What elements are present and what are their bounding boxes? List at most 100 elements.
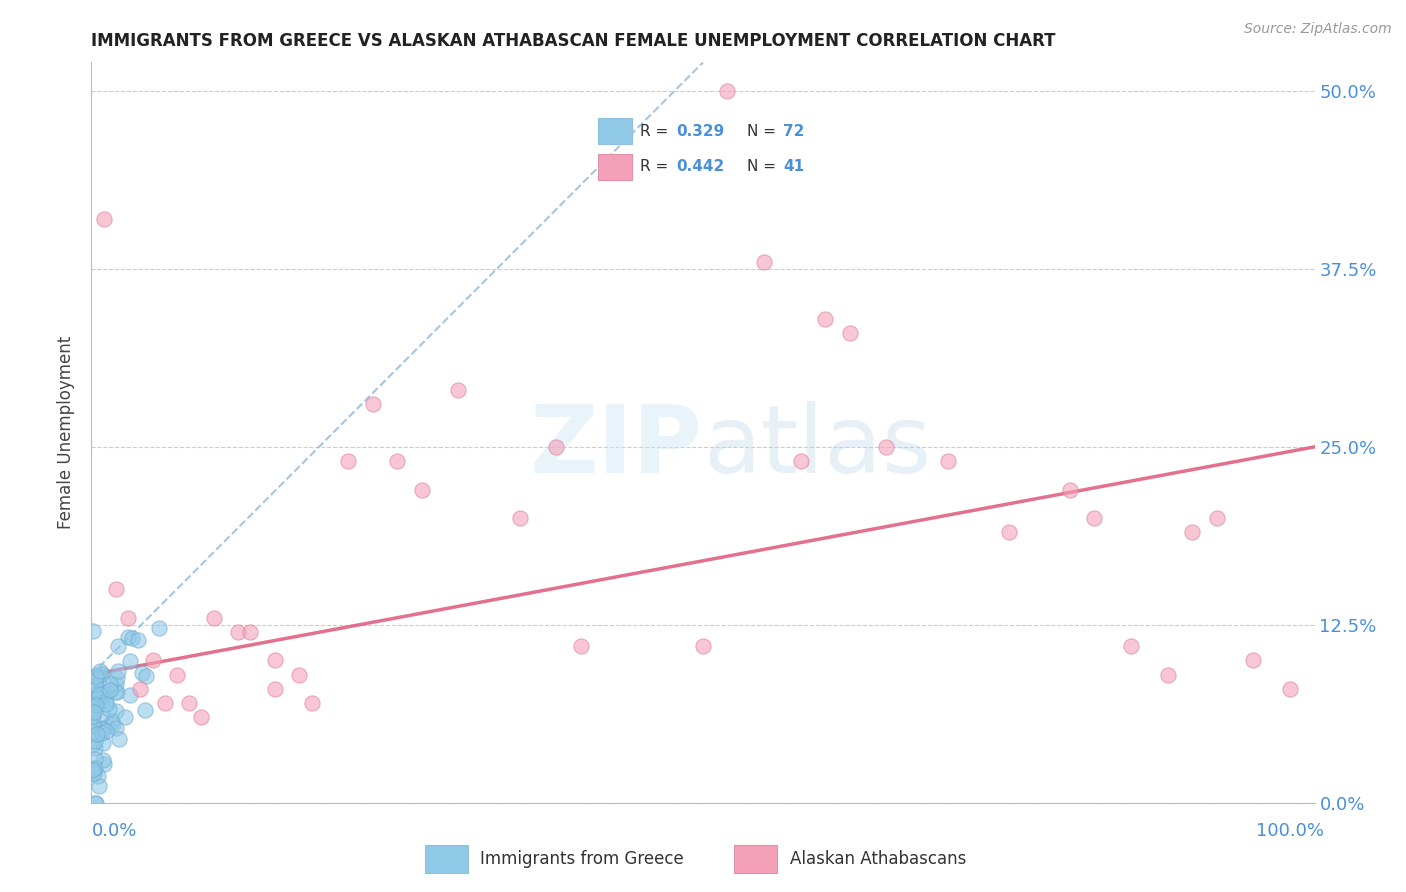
- Point: [86, 698, 108, 712]
- Text: atlas: atlas: [703, 401, 931, 493]
- Point: [82, 706, 104, 721]
- Point: [121, 631, 143, 645]
- Text: 100.0%: 100.0%: [1257, 822, 1324, 840]
- Point: [998, 525, 1021, 540]
- Point: [1083, 511, 1105, 525]
- Point: [91, 723, 114, 737]
- Point: [83, 706, 105, 720]
- Point: [83, 741, 105, 756]
- Point: [447, 383, 470, 397]
- Point: [301, 696, 323, 710]
- Point: [96, 685, 118, 699]
- Point: [82, 718, 104, 732]
- Point: [87, 690, 110, 705]
- Point: [82, 703, 104, 717]
- Point: [117, 610, 139, 624]
- Point: [83, 734, 105, 748]
- Point: [97, 719, 120, 733]
- Point: [127, 633, 149, 648]
- Point: [82, 737, 104, 751]
- Point: [104, 685, 127, 699]
- Point: [166, 667, 188, 681]
- Point: [790, 454, 813, 468]
- Point: [91, 736, 114, 750]
- Point: [141, 653, 163, 667]
- Point: [153, 696, 176, 710]
- Text: 0.0%: 0.0%: [91, 822, 136, 840]
- Point: [385, 454, 409, 468]
- Point: [569, 639, 592, 653]
- Point: [84, 796, 107, 810]
- Point: [202, 610, 225, 624]
- Point: [93, 756, 115, 771]
- Text: 72: 72: [783, 124, 804, 139]
- Point: [692, 639, 714, 653]
- Point: [546, 440, 568, 454]
- Text: R =: R =: [640, 160, 673, 174]
- Text: IMMIGRANTS FROM GREECE VS ALASKAN ATHABASCAN FEMALE UNEMPLOYMENT CORRELATION CHA: IMMIGRANTS FROM GREECE VS ALASKAN ATHABA…: [91, 32, 1056, 50]
- Point: [1279, 681, 1302, 696]
- Point: [108, 732, 131, 747]
- Point: [90, 721, 112, 735]
- Point: [82, 624, 104, 639]
- Point: [814, 311, 837, 326]
- Point: [1157, 667, 1180, 681]
- Point: [875, 440, 898, 454]
- Point: [93, 212, 115, 227]
- Y-axis label: Female Unemployment: Female Unemployment: [58, 336, 76, 529]
- Point: [107, 639, 129, 653]
- Text: N =: N =: [747, 160, 780, 174]
- Point: [239, 624, 262, 639]
- Bar: [425, 845, 468, 872]
- Point: [1243, 653, 1265, 667]
- Bar: [599, 119, 633, 145]
- Point: [91, 753, 114, 767]
- Point: [91, 686, 114, 700]
- Text: ZIP: ZIP: [530, 401, 703, 493]
- Point: [135, 669, 157, 683]
- Point: [87, 673, 110, 688]
- Point: [98, 682, 121, 697]
- Point: [83, 691, 105, 706]
- Point: [131, 666, 153, 681]
- Point: [96, 697, 118, 711]
- Point: [84, 678, 107, 692]
- Point: [105, 671, 128, 685]
- Point: [82, 725, 104, 739]
- Point: [89, 779, 111, 793]
- Point: [120, 688, 142, 702]
- Point: [936, 454, 959, 468]
- Text: 41: 41: [783, 160, 804, 174]
- Point: [411, 483, 433, 497]
- Point: [98, 702, 121, 716]
- Point: [86, 726, 108, 740]
- Point: [226, 624, 249, 639]
- Point: [84, 667, 107, 681]
- Point: [148, 622, 170, 636]
- Point: [82, 720, 104, 734]
- Point: [134, 703, 156, 717]
- Point: [82, 700, 104, 714]
- Point: [83, 761, 105, 775]
- Point: [100, 714, 122, 728]
- Point: [101, 716, 124, 731]
- Point: [98, 677, 121, 691]
- Text: Alaskan Athabascans: Alaskan Athabascans: [790, 849, 966, 868]
- Point: [105, 722, 128, 736]
- Point: [82, 763, 104, 777]
- Point: [90, 667, 112, 681]
- Point: [91, 666, 114, 681]
- Point: [114, 709, 136, 723]
- Text: 0.442: 0.442: [676, 160, 724, 174]
- Bar: [599, 154, 633, 179]
- Point: [82, 762, 104, 776]
- Point: [86, 686, 108, 700]
- Point: [179, 696, 201, 710]
- Text: 0.329: 0.329: [676, 124, 724, 139]
- Point: [361, 397, 384, 411]
- Point: [509, 511, 531, 525]
- Point: [838, 326, 860, 340]
- Point: [105, 676, 128, 690]
- Point: [190, 710, 212, 724]
- Text: Immigrants from Greece: Immigrants from Greece: [481, 849, 685, 868]
